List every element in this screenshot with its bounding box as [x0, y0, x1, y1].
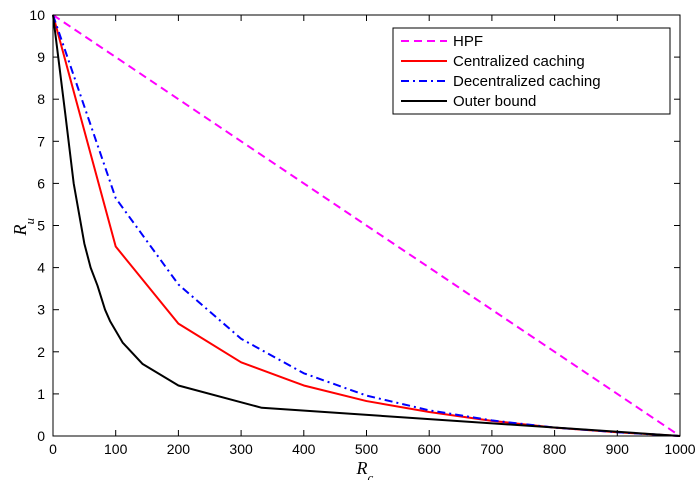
legend-label: HPF — [453, 33, 483, 50]
x-tick-label: 600 — [418, 441, 442, 457]
y-tick-label: 2 — [37, 344, 45, 360]
x-tick-label: 900 — [606, 441, 630, 457]
y-tick-label: 9 — [37, 49, 45, 65]
series-line-1 — [52, 14, 681, 437]
x-tick-label: 100 — [104, 441, 128, 457]
y-tick-label: 5 — [37, 218, 45, 234]
x-tick-label: 1000 — [664, 441, 695, 457]
x-tick-label: 700 — [480, 441, 504, 457]
y-tick-label: 10 — [29, 7, 45, 23]
x-tick-label: 500 — [355, 441, 379, 457]
series-layer — [52, 14, 681, 437]
legend-label: Decentralized caching — [453, 73, 601, 90]
x-tick-label: 400 — [292, 441, 316, 457]
y-tick-label: 1 — [37, 386, 45, 402]
y-tick-label: 8 — [37, 91, 45, 107]
y-tick-label: 6 — [37, 175, 45, 191]
ticks-layer: 0 100 200 300 400 500 600 700 800 900 1000 0 1 2 3 4 5 6 7… — [29, 7, 695, 457]
x-axis-label: Rc — [356, 458, 374, 480]
x-tick-label: 800 — [543, 441, 567, 457]
series-line-4 — [52, 14, 681, 437]
y-tick-label: 4 — [37, 260, 45, 276]
y-axis-label: Ru — [10, 218, 37, 237]
x-tick-label: 300 — [229, 441, 253, 457]
x-tick-label: 0 — [49, 441, 57, 457]
legend-box — [392, 27, 671, 115]
legend-label: Outer bound — [453, 93, 536, 110]
y-tick-label: 0 — [37, 428, 45, 444]
y-tick-label: 3 — [37, 302, 45, 318]
legend: HPF Centralized caching Decentralized cach… — [392, 27, 671, 115]
legend-label: Centralized caching — [453, 53, 585, 70]
x-tick-label: 200 — [167, 441, 191, 457]
y-tick-label: 7 — [37, 133, 45, 149]
